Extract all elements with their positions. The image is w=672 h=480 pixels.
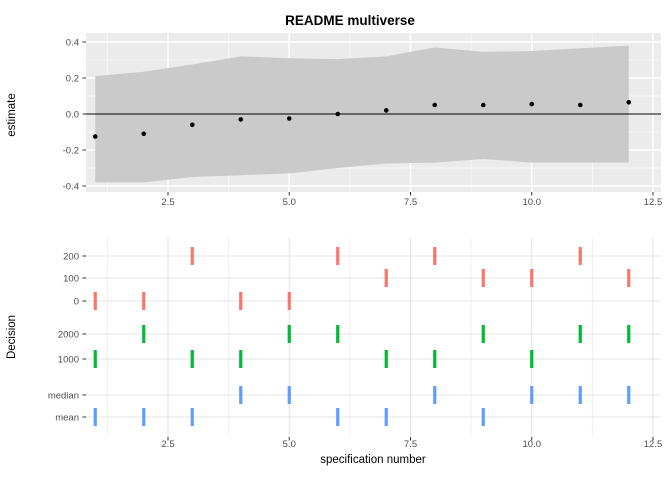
decision-tick	[384, 408, 388, 426]
decision-tick	[384, 350, 388, 368]
decision-tick	[93, 408, 97, 426]
decision-tick	[530, 269, 534, 287]
x-tick-label: 7.5	[404, 439, 417, 450]
estimate-point	[238, 117, 244, 122]
x-tick-label: 5.0	[283, 439, 296, 450]
decision-tick	[384, 269, 388, 287]
y-tick-label: -0.4	[63, 182, 79, 193]
decision-tick	[433, 386, 437, 404]
decision-tick	[433, 350, 437, 368]
estimate-point	[335, 111, 341, 117]
figure-title: README multiverse	[285, 13, 415, 28]
decision-tick	[93, 350, 97, 368]
green-decision-series	[93, 325, 631, 368]
estimate-point	[383, 108, 389, 113]
y-tick-label: -0.2	[63, 146, 79, 157]
estimate-point	[189, 122, 195, 128]
decision-tick	[142, 292, 146, 310]
decision-tick	[190, 350, 194, 368]
decision-tick	[627, 386, 631, 404]
y-tick-label: 0.4	[66, 38, 79, 49]
decision-tick	[287, 386, 291, 404]
estimate-point	[577, 102, 583, 108]
decision-tick	[239, 386, 243, 404]
decision-tick	[336, 247, 340, 265]
row-label: 100	[63, 274, 79, 285]
y-tick-label: 0.2	[66, 74, 79, 85]
x-tick-label: 7.5	[404, 197, 417, 208]
decision-minor-gridlines	[106, 238, 593, 437]
decision-tick	[190, 247, 194, 265]
decision-tick	[142, 408, 146, 426]
estimate-point	[626, 100, 632, 105]
estimate-point	[92, 134, 98, 139]
x-tick-label: 12.5	[644, 439, 663, 450]
decision-axis-title: Decision	[6, 315, 18, 359]
decision-tick	[530, 386, 534, 404]
estimate-points	[92, 100, 632, 139]
decision-tick	[578, 247, 582, 265]
decision-tick	[627, 325, 631, 343]
estimate-axis-title: estimate	[6, 93, 18, 136]
decision-tick	[190, 408, 194, 426]
decision-tick	[481, 269, 485, 287]
blue-decision-series	[93, 386, 631, 426]
decision-tick	[481, 325, 485, 343]
decision-tick	[578, 325, 582, 343]
red-decision-series	[93, 247, 631, 310]
decision-tick	[433, 247, 437, 265]
row-label: 2000	[58, 330, 79, 341]
x-axis-title: specification number	[320, 454, 426, 466]
x-tick-label: 10.0	[523, 197, 542, 208]
decision-tick	[530, 350, 534, 368]
decision-tick	[239, 350, 243, 368]
decision-tick	[627, 269, 631, 287]
y-tick-label: 0.0	[66, 110, 79, 121]
estimate-point	[480, 102, 486, 108]
decision-tick	[578, 386, 582, 404]
decision-tick	[142, 325, 146, 343]
row-label: 0	[74, 297, 79, 308]
row-label: median	[48, 391, 79, 402]
decision-tick	[287, 325, 291, 343]
row-label: mean	[55, 413, 79, 424]
estimate-point	[432, 102, 438, 108]
row-label: 1000	[58, 355, 79, 366]
decision-tick	[336, 408, 340, 426]
x-tick-label: 10.0	[523, 439, 542, 450]
x-tick-label: 12.5	[644, 197, 663, 208]
decision-tick	[239, 292, 243, 310]
decision-tick	[481, 408, 485, 426]
row-label: 200	[63, 252, 79, 263]
estimate-point	[141, 131, 147, 137]
decision-major-gridlines	[86, 238, 661, 437]
estimate-point	[286, 116, 292, 121]
x-tick-label: 2.5	[161, 197, 174, 208]
estimate-panel: 0.4 0.2 0.0 -0.2 -0.4 2.5 5.0 7.5 10.0 12.5	[63, 33, 663, 209]
decision-tick	[336, 325, 340, 343]
x-tick-label: 5.0	[283, 197, 296, 208]
x-tick-label: 2.5	[161, 439, 174, 450]
estimate-axes: 0.4 0.2 0.0 -0.2 -0.4 2.5 5.0 7.5 10.0 12.5	[63, 38, 663, 209]
decision-tick	[287, 292, 291, 310]
decision-tick	[93, 292, 97, 310]
estimate-point	[529, 101, 535, 107]
